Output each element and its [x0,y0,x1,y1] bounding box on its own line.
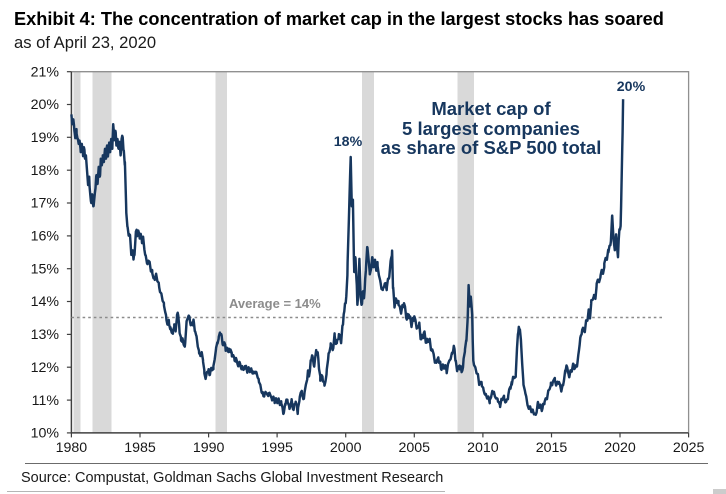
svg-text:2000: 2000 [330,440,362,456]
svg-text:1985: 1985 [124,440,156,456]
svg-text:18%: 18% [334,134,363,150]
svg-text:2015: 2015 [536,440,568,456]
svg-text:18%: 18% [31,163,60,179]
svg-text:14%: 14% [31,294,60,310]
svg-text:11%: 11% [32,393,60,409]
svg-text:21%: 21% [31,64,60,80]
svg-text:5 largest companies: 5 largest companies [402,118,580,139]
svg-text:17%: 17% [31,196,60,212]
svg-text:Market cap of: Market cap of [431,98,551,119]
svg-text:16%: 16% [31,229,60,245]
svg-text:Average = 14%: Average = 14% [229,296,321,311]
svg-text:1995: 1995 [261,440,293,456]
svg-text:12%: 12% [31,360,60,376]
svg-text:2020: 2020 [604,440,636,456]
svg-text:20%: 20% [617,79,646,95]
svg-text:2010: 2010 [467,440,499,456]
svg-text:1980: 1980 [56,440,88,456]
svg-text:2005: 2005 [399,440,431,456]
svg-text:as share of S&P 500 total: as share of S&P 500 total [381,137,602,158]
svg-text:13%: 13% [31,327,60,343]
svg-text:2025: 2025 [673,440,705,456]
svg-text:15%: 15% [31,261,60,277]
svg-text:10%: 10% [31,426,60,442]
svg-text:20%: 20% [31,97,60,113]
svg-text:19%: 19% [31,130,60,146]
svg-text:1990: 1990 [193,440,225,456]
